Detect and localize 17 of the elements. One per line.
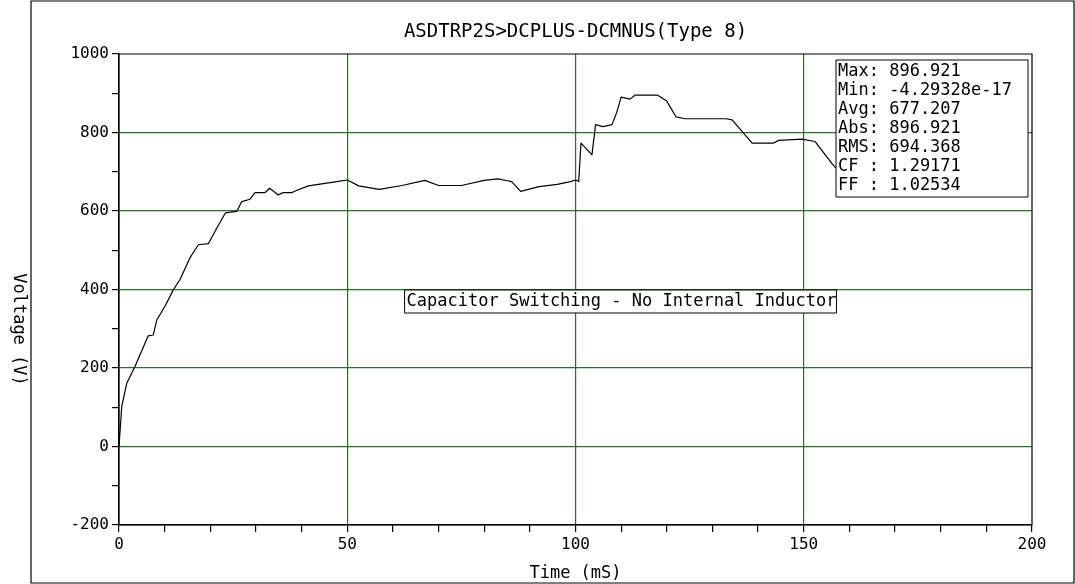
y-tick-label: 800 bbox=[80, 121, 109, 141]
y-tick-label: 400 bbox=[80, 278, 109, 298]
annotation: Max: 896.921 Min: -4.29328e-17 Avg: 677.207 Abs: 896.921 RMS: 694.368 CF : 1.29171 FF : 1.02534 bbox=[838, 59, 1012, 194]
y-tick-label: 1000 bbox=[70, 43, 109, 63]
x-tick-label: 50 bbox=[337, 533, 357, 553]
x-tick-label: 150 bbox=[789, 533, 819, 553]
y-tick-label: 200 bbox=[80, 357, 109, 377]
y-axis-title: Voltage (V) bbox=[9, 273, 30, 386]
chart-title: ASDTRP2S>DCPLUS-DCMNUS(Type 8) bbox=[403, 18, 748, 41]
x-tick-label: 200 bbox=[1017, 533, 1047, 553]
y-tick-label: -200 bbox=[70, 514, 109, 534]
y-tick-label: 600 bbox=[80, 200, 109, 220]
annotation: Capacitor Switching - No Internal Inductor bbox=[406, 289, 837, 310]
x-tick-label: 100 bbox=[561, 533, 590, 553]
x-axis-title: Time (mS) bbox=[529, 562, 622, 583]
y-tick-label: 0 bbox=[99, 435, 109, 455]
x-tick-label: 0 bbox=[114, 533, 124, 553]
